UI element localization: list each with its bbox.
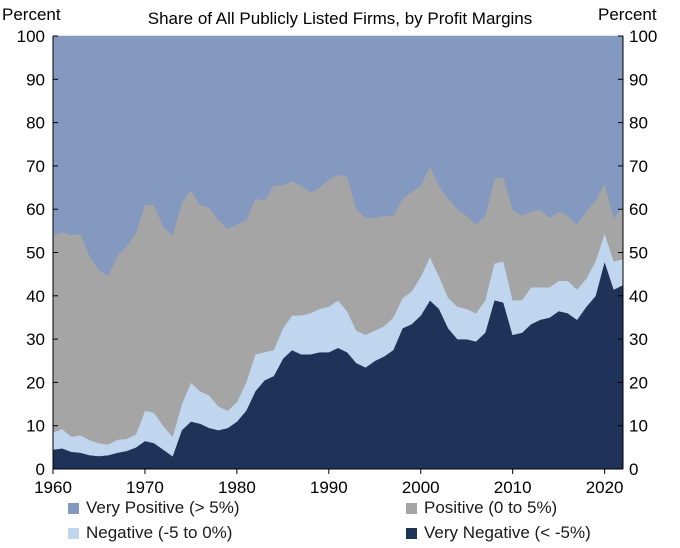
y-tick-label-left: 40 xyxy=(26,287,45,306)
x-tick-label: 1990 xyxy=(310,478,348,497)
legend-item-negative: Negative (-5 to 0%) xyxy=(68,523,232,543)
legend-label: Very Positive (> 5%) xyxy=(86,498,240,517)
x-tick-label: 1970 xyxy=(126,478,164,497)
y-tick-label-right: 20 xyxy=(629,373,648,392)
legend-item-very-positive: Very Positive (> 5%) xyxy=(68,498,240,518)
y-tick-label-right: 50 xyxy=(629,244,648,263)
y-tick-label-left: 90 xyxy=(26,70,45,89)
y-tick-label-left: 50 xyxy=(26,244,45,263)
y-tick-label-right: 40 xyxy=(629,287,648,306)
legend-swatch-positive xyxy=(406,502,417,514)
legend-swatch-very-negative xyxy=(406,527,417,539)
y-axis-title-left: Percent xyxy=(2,5,61,24)
y-tick-label-left: 10 xyxy=(26,417,45,436)
y-tick-label-left: 60 xyxy=(26,200,45,219)
x-tick-label: 1980 xyxy=(218,478,256,497)
y-tick-label-right: 70 xyxy=(629,157,648,176)
y-tick-label-left: 80 xyxy=(26,114,45,133)
legend-swatch-very-positive xyxy=(68,502,79,514)
legend-label: Positive (0 to 5%) xyxy=(424,498,558,517)
plot-area xyxy=(52,35,624,470)
y-tick-label-right: 60 xyxy=(629,200,648,219)
y-tick-label-right: 90 xyxy=(629,70,648,89)
y-tick-label-left: 70 xyxy=(26,157,45,176)
y-tick-label-right: 10 xyxy=(629,417,648,436)
y-tick-label-right: 30 xyxy=(629,330,648,349)
legend-label: Negative (-5 to 0%) xyxy=(86,523,233,542)
y-tick-label-right: 100 xyxy=(629,27,657,46)
legend-label: Very Negative (< -5%) xyxy=(424,523,591,542)
legend-swatch-negative xyxy=(68,527,79,539)
y-tick-label-left: 20 xyxy=(26,373,45,392)
legend-item-positive: Positive (0 to 5%) xyxy=(406,498,557,518)
y-tick-label-left: 100 xyxy=(17,27,45,46)
y-tick-label-right: 80 xyxy=(629,114,648,133)
y-axis-title-right: Percent xyxy=(598,5,657,24)
y-tick-label-left: 30 xyxy=(26,330,45,349)
x-tick-label: 1960 xyxy=(34,478,72,497)
y-tick-label-left: 0 xyxy=(36,460,45,479)
chart-title: Share of All Publicly Listed Firms, by P… xyxy=(148,9,533,28)
y-tick-label-right: 0 xyxy=(629,460,638,479)
x-tick-label: 2000 xyxy=(402,478,440,497)
x-tick-label: 2020 xyxy=(586,478,624,497)
x-tick-label: 2010 xyxy=(494,478,532,497)
legend-item-very-negative: Very Negative (< -5%) xyxy=(406,523,591,543)
legend: Very Positive (> 5%) Positive (0 to 5%) … xyxy=(0,496,680,548)
